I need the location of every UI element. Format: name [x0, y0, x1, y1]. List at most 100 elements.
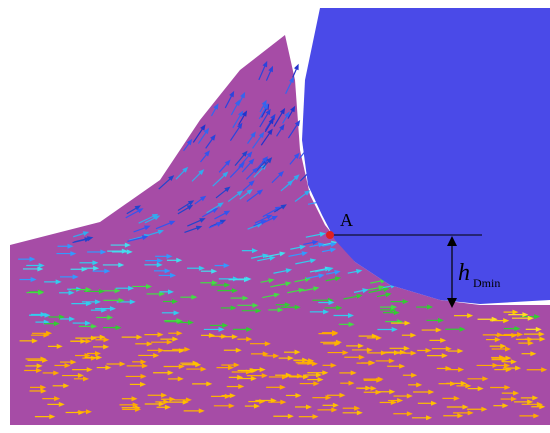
vector-head — [458, 367, 465, 373]
vector-shaft — [187, 219, 203, 227]
vector-shaft — [175, 169, 186, 180]
vector-head — [64, 362, 71, 368]
vector-head — [259, 367, 266, 373]
vector-head — [513, 390, 520, 396]
vector-head — [229, 90, 235, 98]
vector-shaft — [126, 206, 138, 215]
vector-head — [497, 332, 504, 338]
vector-head — [246, 188, 253, 195]
vector-head — [527, 336, 534, 342]
vector-head — [250, 131, 256, 138]
vector-head — [218, 326, 225, 332]
vector-head — [356, 293, 363, 299]
vector-head — [427, 304, 434, 310]
vector-head — [134, 205, 142, 211]
vector-head — [132, 402, 139, 408]
vector-head — [441, 353, 448, 359]
vector-head — [164, 268, 171, 274]
vector-head — [224, 282, 231, 288]
vector-head — [416, 382, 423, 388]
vector-head — [178, 348, 185, 354]
vector-head — [67, 243, 74, 249]
vector-head — [118, 297, 125, 303]
vector-head — [298, 287, 305, 293]
vector-head — [114, 288, 121, 294]
vector-head — [313, 381, 320, 387]
vector-head — [82, 231, 90, 237]
vector-head — [348, 321, 355, 327]
vector-head — [467, 410, 474, 416]
vector-head — [58, 401, 65, 407]
vector-head — [84, 320, 91, 326]
vector-head — [115, 325, 122, 331]
vector-head — [84, 237, 91, 243]
vector-head — [437, 317, 444, 323]
vector-head — [248, 158, 255, 165]
vector-head — [502, 403, 509, 409]
vector-shaft — [259, 111, 270, 128]
vector-head — [126, 249, 133, 255]
vector-head — [482, 376, 489, 382]
vector-head — [267, 128, 273, 135]
vector-shaft — [229, 164, 243, 178]
vector-head — [403, 345, 410, 351]
vector-shaft — [367, 286, 381, 291]
vector-head — [354, 405, 361, 411]
vector-shaft — [238, 154, 251, 168]
vector-head — [268, 117, 274, 125]
point-label: A — [340, 210, 353, 230]
vector-head — [42, 357, 49, 363]
vector-head — [307, 360, 314, 366]
vector-head — [119, 361, 126, 367]
vector-shaft — [252, 134, 263, 149]
vector-head — [53, 321, 60, 327]
vector-head — [305, 404, 312, 410]
vector-head — [285, 372, 292, 378]
vector-shaft — [191, 171, 202, 182]
vector-head — [85, 338, 92, 344]
vector-head — [198, 408, 205, 414]
vector-head — [177, 376, 184, 382]
vector-head — [241, 110, 248, 117]
vector-head — [269, 255, 276, 261]
vector-shaft — [253, 166, 265, 178]
vector-head — [184, 346, 191, 352]
vector-shaft — [258, 106, 267, 120]
vector-shaft — [251, 254, 265, 259]
vector-head — [140, 359, 147, 365]
vector-head — [339, 392, 346, 398]
vector-head — [280, 204, 287, 210]
vector-head — [263, 102, 269, 110]
vector-head — [248, 180, 255, 187]
vector-head — [217, 202, 224, 208]
vector-head — [465, 383, 472, 389]
vector-head — [153, 352, 160, 358]
vector-head — [93, 265, 100, 271]
vector-head — [536, 401, 543, 407]
vector-head — [380, 350, 387, 356]
vector-head — [467, 313, 474, 319]
vector-head — [527, 399, 534, 405]
vector-head — [109, 306, 116, 312]
vector-head — [216, 222, 223, 227]
vector-head — [368, 360, 375, 366]
vector-head — [69, 316, 76, 322]
vector-shaft — [177, 206, 191, 215]
vector-head — [539, 404, 546, 410]
vector-head — [264, 341, 271, 347]
vector-shaft — [230, 102, 239, 116]
vector-head — [223, 210, 231, 216]
vector-head — [104, 268, 111, 274]
vector-head — [271, 215, 279, 221]
vector-head — [503, 318, 510, 324]
vector-head — [103, 337, 110, 343]
vector-shaft — [215, 188, 228, 199]
vector-head — [203, 127, 210, 135]
vector-shaft — [242, 182, 253, 192]
vector-head — [527, 315, 534, 321]
vector-head — [191, 294, 198, 300]
vector-head — [140, 381, 147, 387]
vector-head — [280, 399, 287, 405]
vector-head — [504, 384, 511, 390]
vector-head — [144, 225, 151, 231]
